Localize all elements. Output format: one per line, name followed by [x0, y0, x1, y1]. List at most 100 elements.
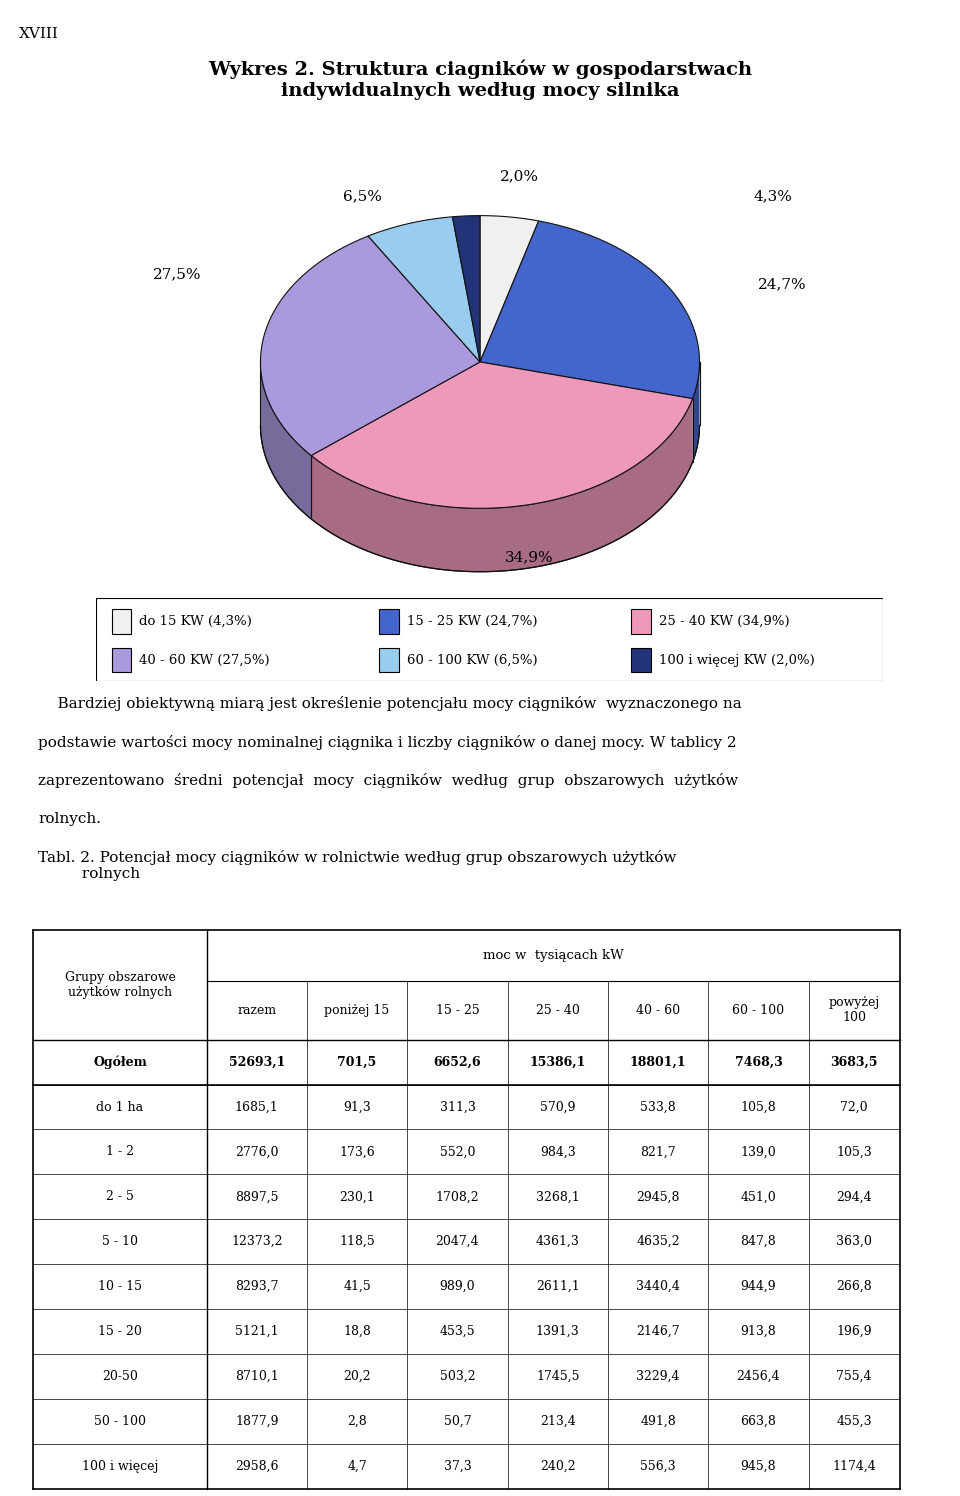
Text: 755,4: 755,4 [836, 1370, 872, 1382]
Text: podstawie wartości mocy nominalnej ciągnika i liczby ciągników o danej mocy. W t: podstawie wartości mocy nominalnej ciągn… [38, 735, 737, 749]
Text: 25 - 40 KW (34,9%): 25 - 40 KW (34,9%) [659, 615, 789, 628]
Text: 2945,8: 2945,8 [636, 1191, 680, 1203]
Text: 491,8: 491,8 [640, 1415, 676, 1427]
Text: 173,6: 173,6 [339, 1146, 375, 1158]
Text: 105,8: 105,8 [740, 1101, 777, 1113]
Text: moc w  tysiącach kW: moc w tysiącach kW [483, 948, 624, 962]
Text: do 1 ha: do 1 ha [96, 1101, 144, 1113]
Bar [379, 648, 399, 673]
Text: 533,8: 533,8 [640, 1101, 676, 1113]
Bar [632, 648, 651, 673]
Text: 847,8: 847,8 [740, 1236, 777, 1248]
Text: 989,0: 989,0 [440, 1281, 475, 1293]
Text: Wykres 2. Struktura ciagników w gospodarstwach
indywidualnych według mocy silnik: Wykres 2. Struktura ciagników w gospodar… [208, 60, 752, 100]
Text: 40 - 60 KW (27,5%): 40 - 60 KW (27,5%) [139, 654, 270, 667]
Text: poniżej 15: poniżej 15 [324, 1004, 390, 1017]
Polygon shape [260, 364, 311, 519]
Text: 15386,1: 15386,1 [530, 1056, 586, 1068]
Text: 2047,4: 2047,4 [436, 1236, 479, 1248]
Text: 8710,1: 8710,1 [235, 1370, 278, 1382]
Bar [379, 609, 399, 634]
Text: 663,8: 663,8 [740, 1415, 777, 1427]
Polygon shape [452, 215, 480, 362]
Text: 913,8: 913,8 [740, 1325, 777, 1337]
Text: 944,9: 944,9 [740, 1281, 777, 1293]
Polygon shape [311, 398, 692, 571]
Text: 6,5%: 6,5% [344, 188, 382, 203]
Text: 311,3: 311,3 [440, 1101, 475, 1113]
Text: 15 - 25 KW (24,7%): 15 - 25 KW (24,7%) [407, 615, 538, 628]
Text: 363,0: 363,0 [836, 1236, 872, 1248]
Text: 100 i więcej KW (2,0%): 100 i więcej KW (2,0%) [659, 654, 815, 667]
Text: 984,3: 984,3 [540, 1146, 576, 1158]
Text: 2,0%: 2,0% [499, 169, 539, 184]
Text: 3683,5: 3683,5 [830, 1056, 877, 1068]
Text: 27,5%: 27,5% [154, 268, 202, 281]
Text: 91,3: 91,3 [344, 1101, 371, 1113]
Text: 37,3: 37,3 [444, 1460, 471, 1472]
Text: 2611,1: 2611,1 [536, 1281, 580, 1293]
Text: 40 - 60: 40 - 60 [636, 1004, 680, 1017]
Text: 2456,4: 2456,4 [736, 1370, 780, 1382]
Text: 72,0: 72,0 [840, 1101, 868, 1113]
Text: 453,5: 453,5 [440, 1325, 475, 1337]
Text: 1174,4: 1174,4 [832, 1460, 876, 1472]
Text: 7468,3: 7468,3 [734, 1056, 782, 1068]
Text: 5121,1: 5121,1 [235, 1325, 278, 1337]
Text: 1745,5: 1745,5 [536, 1370, 580, 1382]
Text: 213,4: 213,4 [540, 1415, 576, 1427]
Text: 1877,9: 1877,9 [235, 1415, 278, 1427]
Polygon shape [368, 217, 480, 362]
Text: 2 - 5: 2 - 5 [106, 1191, 134, 1203]
Bar [111, 609, 132, 634]
Text: 1 - 2: 1 - 2 [106, 1146, 134, 1158]
Text: 196,9: 196,9 [836, 1325, 872, 1337]
Text: 20,2: 20,2 [344, 1370, 371, 1382]
Text: powyżej
100: powyżej 100 [828, 996, 879, 1025]
Text: 4635,2: 4635,2 [636, 1236, 680, 1248]
Text: rolnych.: rolnych. [38, 812, 102, 826]
Bar [111, 648, 132, 673]
Text: 4361,3: 4361,3 [536, 1236, 580, 1248]
Polygon shape [260, 236, 480, 455]
Text: 945,8: 945,8 [740, 1460, 777, 1472]
Text: 451,0: 451,0 [740, 1191, 777, 1203]
Text: Ogółem: Ogółem [93, 1055, 147, 1070]
Text: 5 - 10: 5 - 10 [102, 1236, 138, 1248]
Text: 2146,7: 2146,7 [636, 1325, 680, 1337]
Text: 821,7: 821,7 [640, 1146, 676, 1158]
Text: 50,7: 50,7 [444, 1415, 471, 1427]
Text: 4,3%: 4,3% [754, 188, 792, 203]
Text: 4,7: 4,7 [348, 1460, 367, 1472]
Polygon shape [480, 215, 539, 362]
Text: 15 - 25: 15 - 25 [436, 1004, 479, 1017]
Text: 60 - 100: 60 - 100 [732, 1004, 784, 1017]
Text: 556,3: 556,3 [640, 1460, 676, 1472]
Text: 240,2: 240,2 [540, 1460, 576, 1472]
Text: 701,5: 701,5 [338, 1056, 376, 1068]
Text: 20-50: 20-50 [102, 1370, 138, 1382]
Text: 503,2: 503,2 [440, 1370, 475, 1382]
Text: 41,5: 41,5 [344, 1281, 371, 1293]
Text: do 15 KW (4,3%): do 15 KW (4,3%) [139, 615, 252, 628]
Text: 455,3: 455,3 [836, 1415, 872, 1427]
Text: 1708,2: 1708,2 [436, 1191, 479, 1203]
Text: 25 - 40: 25 - 40 [536, 1004, 580, 1017]
Bar [632, 609, 651, 634]
Text: 50 - 100: 50 - 100 [94, 1415, 146, 1427]
Text: 3268,1: 3268,1 [536, 1191, 580, 1203]
Text: zaprezentowano  średni  potencjał  mocy  ciągników  według  grup  obszarowych  u: zaprezentowano średni potencjał mocy cią… [38, 773, 738, 788]
Text: 230,1: 230,1 [339, 1191, 375, 1203]
Text: 24,7%: 24,7% [758, 277, 806, 290]
Polygon shape [480, 221, 700, 398]
Text: 294,4: 294,4 [836, 1191, 872, 1203]
Text: 60 - 100 KW (6,5%): 60 - 100 KW (6,5%) [407, 654, 538, 667]
Text: 118,5: 118,5 [339, 1236, 375, 1248]
Text: 6652,6: 6652,6 [434, 1056, 481, 1068]
Text: Grupy obszarowe
użytków rolnych: Grupy obszarowe użytków rolnych [64, 971, 176, 999]
Text: 105,3: 105,3 [836, 1146, 872, 1158]
Text: XVIII: XVIII [19, 27, 60, 40]
Text: 18,8: 18,8 [343, 1325, 372, 1337]
Text: 266,8: 266,8 [836, 1281, 872, 1293]
Text: 3229,4: 3229,4 [636, 1370, 680, 1382]
